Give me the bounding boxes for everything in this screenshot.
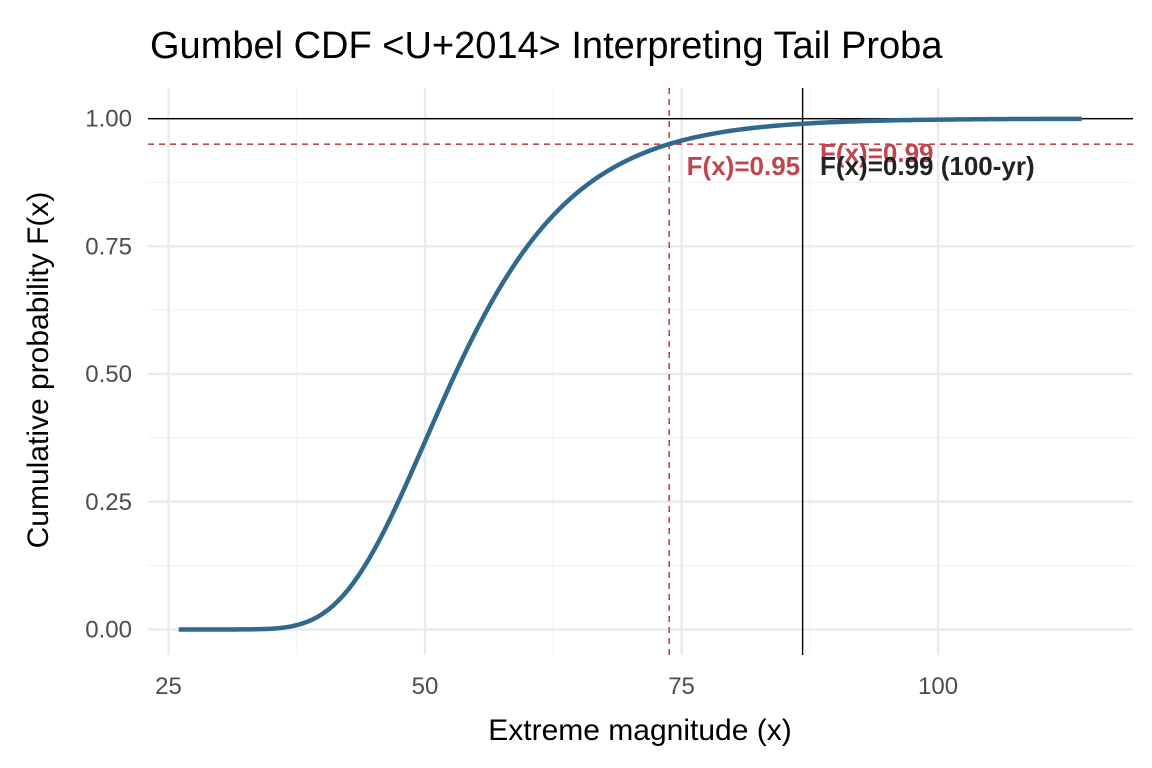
y-tick-label: 0.50 [85, 361, 132, 388]
x-axis-title: Extreme magnitude (x) [488, 714, 791, 747]
y-tick-label: 0.75 [85, 233, 132, 260]
x-tick-label: 100 [918, 673, 958, 700]
grid [148, 88, 1133, 655]
chart-title: Gumbel CDF <U+2014> Interpreting Tail Pr… [150, 25, 943, 67]
cdf-curve [178, 116, 1082, 632]
annotation-label: F(x)=0.95 [687, 151, 800, 181]
tick-labels: 25 50 75 100 0.00 0.25 0.50 0.75 1.00 [85, 106, 958, 700]
y-tick-label: 0.00 [85, 616, 132, 643]
annotation-label: F(x)=0.99 (100-yr) [820, 151, 1035, 181]
series-layer [178, 116, 1082, 632]
y-tick-label: 0.25 [85, 489, 132, 516]
x-tick-label: 75 [668, 673, 695, 700]
annotations: F(x)=0.95 F(x)=0.99F(x)=0.99 (100-yr) [687, 138, 1035, 181]
annotation-label: F(x)=0.99 [820, 138, 933, 168]
x-tick-label: 25 [155, 673, 182, 700]
x-tick-label: 50 [412, 673, 439, 700]
y-tick-label: 1.00 [85, 106, 132, 133]
y-axis-title: Cumulative probability F(x) [22, 192, 55, 549]
